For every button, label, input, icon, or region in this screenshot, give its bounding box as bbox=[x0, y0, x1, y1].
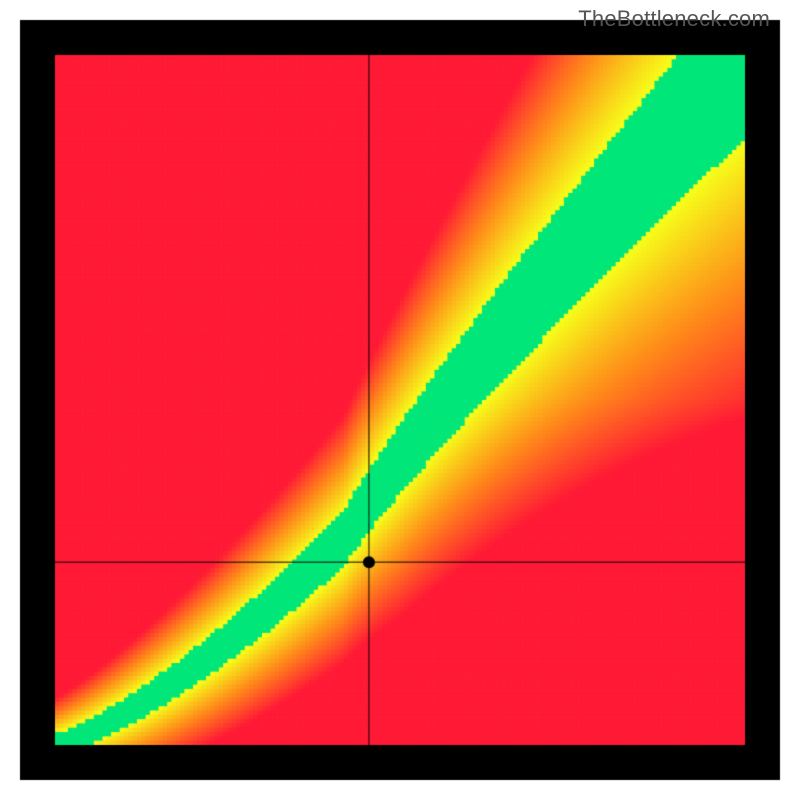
watermark-text: TheBottleneck.com bbox=[578, 6, 770, 32]
heatmap-canvas bbox=[0, 0, 800, 800]
chart-container: TheBottleneck.com bbox=[0, 0, 800, 800]
